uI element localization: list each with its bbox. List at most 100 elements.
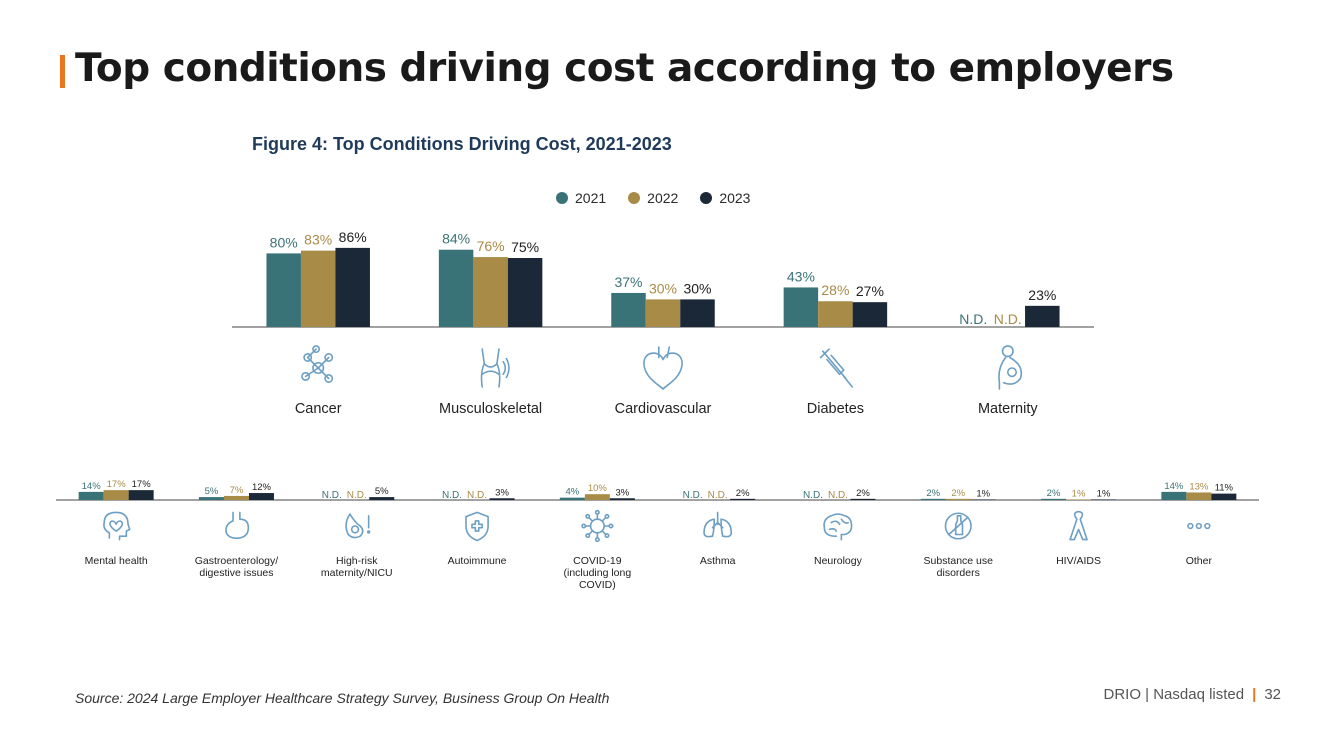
bar-other-2023 (1211, 493, 1237, 500)
legend-label-2023: 2023 (719, 190, 751, 206)
molecule-icon (301, 345, 334, 383)
data-label-hiv-aids-2022: 1% (1072, 488, 1086, 499)
data-label-other-2023: 11% (1215, 483, 1234, 494)
data-label-other-2022: 13% (1189, 481, 1209, 492)
chart-legend: 2021 2022 2023 (556, 190, 750, 206)
category-label-covid-19-including-long-covid: COVID-19 (including long COVID) (563, 555, 631, 591)
data-label-substance-use-disorders-2022: 2% (951, 488, 965, 499)
figure-title: Figure 4: Top Conditions Driving Cost, 2… (252, 134, 672, 154)
data-label-maternity-2022: N.D. (994, 311, 1022, 327)
data-label-cardiovascular-2022: 30% (649, 280, 677, 296)
bar-covid-19-including-long-covid-2023 (609, 498, 635, 500)
bar-maternity-2023 (1025, 305, 1060, 327)
data-label-cancer-2023: 86% (339, 229, 367, 245)
ribbon-icon (1069, 510, 1088, 541)
data-label-covid-19-including-long-covid-2022: 10% (588, 483, 608, 494)
bar-substance-use-disorders-2023 (970, 499, 996, 500)
bar-hiv-aids-2021 (1041, 498, 1067, 500)
bar-neurology-2023 (850, 498, 876, 500)
data-label-musculoskeletal-2023: 75% (511, 239, 539, 255)
data-label-asthma-2023: 2% (736, 488, 750, 499)
bar-gastroenterology-digestive-issues-2022 (223, 495, 249, 500)
data-label-cancer-2022: 83% (304, 232, 332, 248)
bar-covid-19-including-long-covid-2021 (559, 497, 585, 500)
head-heart-icon (103, 511, 131, 541)
lungs-icon (703, 511, 733, 538)
bar-gastroenterology-digestive-issues-2023 (248, 493, 274, 500)
data-label-substance-use-disorders-2023: 1% (976, 488, 990, 499)
bar-diabetes-2023 (852, 302, 888, 327)
virus-icon (581, 509, 614, 543)
legend-label-2022: 2022 (647, 190, 679, 206)
legend-item-2022: 2022 (628, 190, 678, 206)
legend-item-2023: 2023 (700, 190, 750, 206)
bar-diabetes-2021 (783, 287, 819, 327)
data-label-autoimmune-2021: N.D. (442, 490, 462, 501)
data-label-high-risk-maternity-nicu-2021: N.D. (322, 490, 342, 501)
bar-cardiovascular-2021 (611, 292, 646, 327)
category-label-musculoskeletal: Musculoskeletal (439, 401, 542, 417)
category-label-gastroenterology-digestive-issues: Gastroenterology/digestive issues (195, 555, 279, 579)
data-label-covid-19-including-long-covid-2021: 4% (565, 487, 579, 498)
bar-hiv-aids-2022 (1066, 499, 1092, 500)
category-label-mental-health: Mental health (85, 555, 148, 567)
dots-icon (1187, 522, 1211, 530)
legend-swatch-2022 (628, 192, 641, 204)
data-label-mental-health-2021: 14% (82, 481, 102, 492)
data-label-neurology-2021: N.D. (803, 490, 823, 501)
footer-separator: | (1252, 686, 1257, 703)
data-label-cancer-2021: 80% (270, 234, 298, 250)
bar-musculoskeletal-2023 (507, 258, 543, 327)
data-label-covid-19-including-long-covid-2023: 3% (615, 487, 629, 498)
category-label-high-risk-maternity-nicu: High-risk maternity/NICU (321, 555, 393, 579)
category-label-autoimmune: Autoimmune (448, 555, 507, 567)
main-bar-chart: 80% 83% 86% Cancer 84% 76% 75% Musculoskeletal 3… (232, 229, 1094, 417)
data-label-gastroenterology-digestive-issues-2023: 12% (252, 482, 272, 493)
data-label-neurology-2022: N.D. (828, 490, 848, 501)
bar-cancer-2022 (300, 250, 336, 327)
pregnancy-icon (998, 345, 1023, 390)
bar-autoimmune-2023 (489, 498, 515, 500)
category-label-diabetes: Diabetes (807, 401, 864, 417)
footer-brand: DRIO | Nasdaq listed (1103, 686, 1245, 703)
bar-mental-health-2021 (78, 491, 104, 500)
bar-diabetes-2022 (818, 301, 853, 327)
data-label-mental-health-2022: 17% (107, 479, 127, 490)
category-label-maternity: Maternity (978, 401, 1038, 417)
data-label-cardiovascular-2021: 37% (614, 274, 642, 290)
bar-mental-health-2023 (128, 490, 154, 500)
bar-cardiovascular-2023 (680, 299, 715, 327)
bar-cardiovascular-2022 (645, 299, 681, 327)
category-label-neurology: Neurology (814, 555, 863, 567)
page-number: 32 (1264, 686, 1281, 703)
heart-icon (643, 346, 683, 390)
category-label-substance-use-disorders: Substance use disorders (924, 555, 994, 579)
data-label-autoimmune-2023: 3% (495, 487, 509, 498)
legend-label-2021: 2021 (575, 190, 607, 206)
category-label-other: Other (1186, 555, 1213, 567)
data-label-musculoskeletal-2021: 84% (442, 231, 470, 247)
data-label-cardiovascular-2023: 30% (683, 280, 711, 296)
secondary-bar-chart: 14% 17% 17% Mental health 5% 7% 12% Gastroenter… (56, 479, 1259, 591)
data-label-musculoskeletal-2022: 76% (477, 238, 505, 254)
data-label-diabetes-2023: 27% (856, 283, 884, 299)
data-label-other-2021: 14% (1164, 481, 1184, 492)
bar-substance-use-disorders-2021 (920, 498, 946, 500)
joint-icon (480, 348, 510, 388)
bar-substance-use-disorders-2022 (945, 498, 971, 500)
bar-covid-19-including-long-covid-2022 (584, 494, 610, 500)
bar-musculoskeletal-2022 (473, 257, 508, 327)
syringe-icon (819, 348, 854, 388)
category-label-cancer: Cancer (295, 401, 342, 417)
data-label-asthma-2021: N.D. (683, 490, 703, 501)
baby-alert-icon (345, 513, 371, 539)
bar-other-2022 (1186, 492, 1212, 500)
bar-gastroenterology-digestive-issues-2021 (198, 497, 224, 500)
legend-item-2021: 2021 (556, 190, 606, 206)
data-label-hiv-aids-2023: 1% (1097, 488, 1111, 499)
category-label-hiv-aids: HIV/AIDS (1056, 555, 1101, 567)
data-label-gastroenterology-digestive-issues-2022: 7% (230, 485, 244, 496)
data-label-mental-health-2023: 17% (132, 479, 152, 490)
data-label-autoimmune-2022: N.D. (467, 490, 487, 501)
